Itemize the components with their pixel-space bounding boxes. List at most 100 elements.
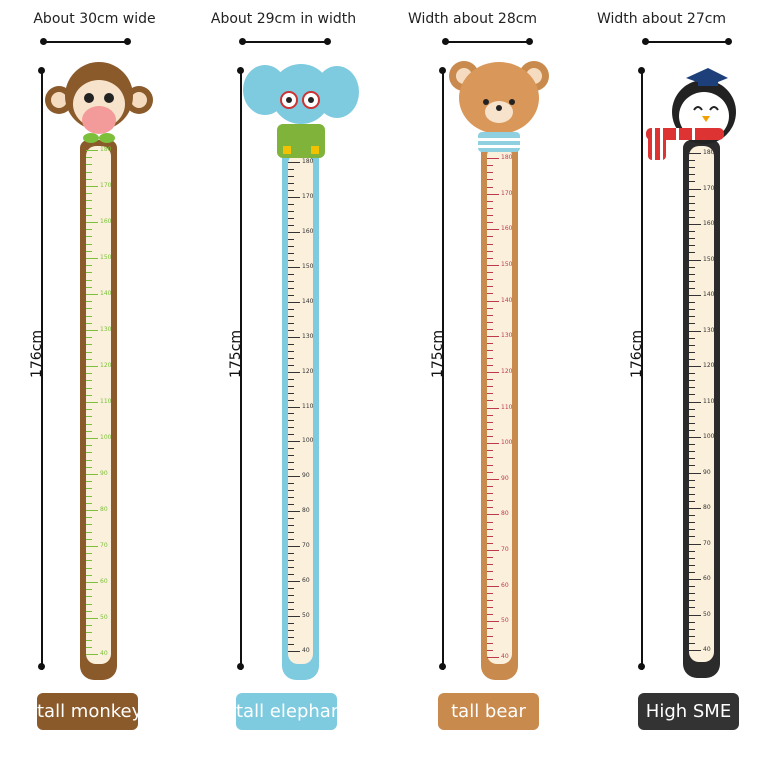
ruler-tick [288,308,294,310]
ruler-tick [689,586,695,588]
ruler-tick [689,266,695,268]
ruler-tick [86,474,98,475]
ruler-tick [288,434,294,436]
ruler-tick [86,171,92,173]
height-label: 175cm [430,329,447,379]
ruler-strip: 180 170 160 150 140 130 120 110 100 90 80 70 60 50 40 [80,140,117,680]
ruler-tick [487,222,493,224]
ruler-tick [86,510,98,511]
ruler-tick [288,357,294,359]
growth-chart-penguin: Width about 27cm [567,0,756,757]
ruler-mark-label: 160 [100,218,112,225]
ruler-tick [288,441,300,443]
ruler-tick [689,408,695,410]
ruler-tick [689,373,695,375]
ruler-mark-label: 70 [302,542,310,550]
ruler-tick [288,217,294,219]
ruler-mark-label: 60 [100,578,108,585]
ruler-tick [487,507,493,509]
ruler-tick [487,272,493,274]
ruler-tick [288,385,294,387]
ruler-tick [487,236,493,238]
ruler-tick [288,162,300,163]
ruler-tick [487,229,499,231]
ruler-tick [288,287,294,289]
ruler-tick [86,654,98,655]
ruler-tick [487,621,499,623]
ruler-tick [487,165,493,167]
ruler-tick [487,571,493,573]
ruler-tick [689,323,695,325]
ruler-tick [487,321,493,323]
ruler-mark-label: 170 [302,192,314,200]
ruler-tick [288,231,300,233]
ruler-tick [487,172,493,174]
ruler-tick [487,464,493,466]
width-label: About 29cm in width [210,11,357,27]
ruler-tick [689,628,695,630]
ruler-tick [487,279,493,281]
ruler-tick [86,157,92,159]
ruler-tick [689,607,695,609]
ruler-mark-label: 80 [302,507,310,515]
ruler-tick [86,560,92,562]
ruler-tick [689,479,695,481]
ruler-tick [689,472,701,474]
ruler-mark-label: 140 [100,290,112,297]
ruler-tick [689,195,695,197]
ruler-tick [288,420,294,422]
ruler-tick [86,358,92,360]
growth-chart-bear: Width about 28cm [378,0,567,757]
ruler-tick [86,344,92,346]
ruler-mark-label: 160 [302,227,314,235]
ruler-tick [487,535,493,537]
ruler-tick [487,421,493,423]
dimension-dot [526,38,533,45]
dimension-dot [124,38,131,45]
ruler-tick [689,550,695,552]
ruler-strip: 180 170 160 150 140 130 120 110 100 90 80 70 60 50 40 [282,148,319,680]
ruler-tick [288,196,300,198]
ruler-mark-label: 140 [302,297,314,305]
ruler-tick [86,466,92,468]
ruler-tick [487,364,493,366]
ruler-tick [689,394,695,396]
ruler-tick [689,344,695,346]
ruler-tick [689,358,695,360]
ruler-tick [487,307,493,309]
ruler-tick [288,322,294,324]
width-dimension-line [645,41,728,43]
ruler-mark-label: 120 [100,362,112,369]
ruler-mark-label: 110 [100,398,112,405]
ruler-tick [689,465,695,467]
ruler-tick [689,238,695,240]
ruler-tick [689,366,701,367]
ruler-tick [288,546,300,548]
ruler-tick [689,415,695,417]
ruler-tick [86,387,92,389]
ruler-tick [689,621,695,623]
ruler-tick [86,315,92,317]
ruler-tick [487,578,493,580]
ruler-tick [487,450,493,452]
ruler-tick [288,567,294,569]
ruler-tick [288,266,300,268]
ruler-tick [288,203,294,205]
ruler-tick [689,529,695,531]
ruler-tick [86,178,92,180]
ruler-tick [689,181,695,183]
ruler-mark-label: 120 [302,367,314,375]
ruler-tick [288,553,294,555]
ruler-tick [288,189,294,191]
ruler-tick [288,588,294,590]
ruler-tick [288,525,294,527]
ruler-tick [86,279,92,281]
ruler-tick [288,490,294,492]
ruler-tick [86,200,92,202]
ruler-mark-label: 50 [703,610,711,618]
ruler-tick [487,649,493,651]
ruler-mark-label: 150 [501,260,513,268]
ruler-tick [86,258,98,259]
ruler-tick [689,209,695,211]
ruler-tick [288,497,294,499]
